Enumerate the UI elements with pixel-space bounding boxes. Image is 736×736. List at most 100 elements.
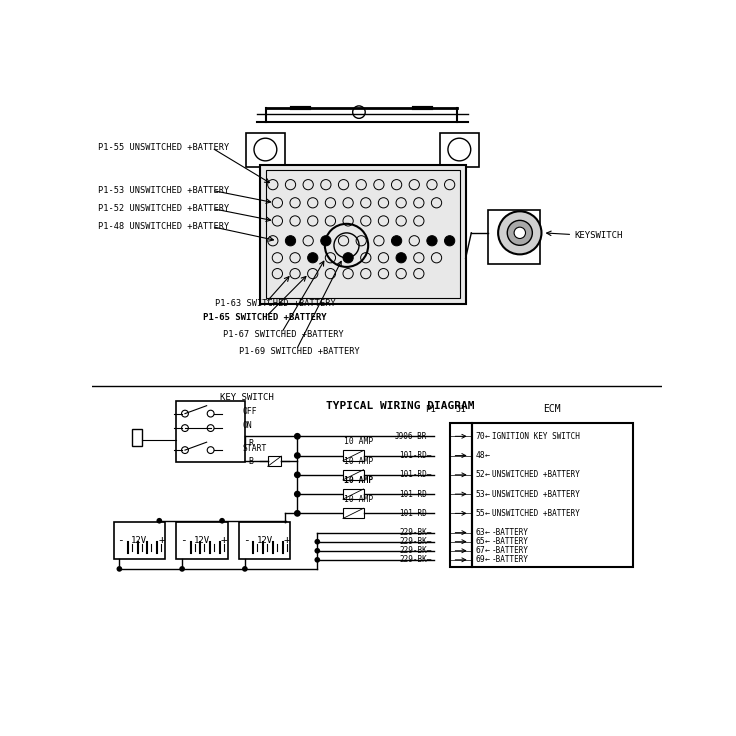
- Text: -: -: [243, 535, 250, 545]
- Text: 12V: 12V: [131, 536, 147, 545]
- Circle shape: [294, 510, 301, 517]
- Text: ON: ON: [242, 421, 252, 430]
- Text: P1: P1: [425, 406, 436, 414]
- Text: 229-BK—: 229-BK—: [399, 546, 431, 555]
- Text: ←: ←: [484, 489, 489, 498]
- Circle shape: [180, 566, 185, 572]
- Bar: [246, 132, 285, 166]
- Text: ←: ←: [484, 509, 489, 518]
- Text: J906-BR—: J906-BR—: [394, 432, 431, 441]
- Text: -BATTERY: -BATTERY: [492, 546, 529, 555]
- Circle shape: [507, 220, 532, 245]
- Bar: [261, 165, 466, 304]
- Bar: [343, 470, 364, 480]
- Circle shape: [396, 252, 406, 263]
- Circle shape: [157, 518, 162, 523]
- Text: 70: 70: [475, 432, 485, 441]
- Circle shape: [392, 236, 402, 246]
- Text: ←: ←: [484, 432, 489, 441]
- Bar: [177, 522, 227, 559]
- Text: 229-BK—: 229-BK—: [399, 537, 431, 546]
- Circle shape: [314, 557, 320, 562]
- Text: 10 AMP: 10 AMP: [344, 437, 374, 447]
- Text: ECM: ECM: [543, 405, 561, 414]
- Text: 48: 48: [475, 451, 485, 460]
- Text: UNSWITCHED +BATTERY: UNSWITCHED +BATTERY: [492, 470, 580, 479]
- Text: UNSWITCHED +BATTERY: UNSWITCHED +BATTERY: [492, 489, 580, 498]
- Circle shape: [294, 452, 301, 459]
- Circle shape: [308, 252, 318, 263]
- Circle shape: [445, 236, 455, 246]
- Text: -BATTERY: -BATTERY: [492, 528, 529, 537]
- Text: P1-53 UNSWITCHED +BATTERY: P1-53 UNSWITCHED +BATTERY: [98, 185, 229, 195]
- Text: ←: ←: [484, 451, 489, 460]
- Text: 101-RD—: 101-RD—: [399, 489, 431, 498]
- Bar: [440, 132, 478, 166]
- Text: ←: ←: [484, 556, 489, 565]
- Circle shape: [314, 548, 320, 553]
- Text: 69: 69: [475, 556, 485, 565]
- Text: P1-65 SWITCHED +BATTERY: P1-65 SWITCHED +BATTERY: [203, 314, 327, 322]
- Text: 53: 53: [475, 489, 485, 498]
- Text: R: R: [248, 439, 253, 447]
- Circle shape: [314, 539, 320, 545]
- Text: OFF: OFF: [242, 407, 257, 416]
- Text: KEY SWITCH: KEY SWITCH: [220, 393, 274, 402]
- Circle shape: [498, 211, 542, 255]
- Text: ←: ←: [484, 546, 489, 555]
- Text: TYPICAL WIRING DIAGRAM: TYPICAL WIRING DIAGRAM: [326, 400, 474, 411]
- Text: 67: 67: [475, 546, 485, 555]
- Text: ←: ←: [484, 470, 489, 479]
- Circle shape: [427, 236, 437, 246]
- Text: 55: 55: [475, 509, 485, 518]
- Text: P1-63 SWITCHED +BATTERY: P1-63 SWITCHED +BATTERY: [215, 299, 336, 308]
- Text: -BATTERY: -BATTERY: [492, 537, 529, 546]
- Text: B: B: [248, 457, 253, 466]
- Bar: [343, 450, 364, 461]
- Circle shape: [116, 566, 122, 572]
- Text: 10 AMP: 10 AMP: [344, 495, 374, 504]
- Circle shape: [294, 472, 301, 478]
- Circle shape: [514, 227, 526, 238]
- Circle shape: [343, 252, 353, 263]
- Bar: [132, 430, 142, 447]
- Circle shape: [286, 236, 296, 246]
- Bar: [177, 401, 245, 462]
- Text: J1: J1: [456, 406, 467, 414]
- Text: -: -: [180, 535, 187, 545]
- Text: +: +: [283, 535, 291, 545]
- Text: IGNITION KEY SWITCH: IGNITION KEY SWITCH: [492, 432, 580, 441]
- Text: P1-55 UNSWITCHED +BATTERY: P1-55 UNSWITCHED +BATTERY: [98, 144, 229, 152]
- Text: 52: 52: [475, 470, 485, 479]
- Text: 101-RD—: 101-RD—: [399, 470, 431, 479]
- Bar: [489, 210, 539, 264]
- Circle shape: [294, 433, 301, 439]
- Text: P1-67 SWITCHED +BATTERY: P1-67 SWITCHED +BATTERY: [223, 330, 344, 339]
- Bar: [266, 171, 460, 298]
- Text: 12V: 12V: [194, 536, 210, 545]
- Text: +: +: [221, 535, 227, 545]
- Text: P1-69 SWITCHED +BATTERY: P1-69 SWITCHED +BATTERY: [239, 347, 360, 355]
- Text: KEYSWITCH: KEYSWITCH: [574, 231, 623, 240]
- Text: 12V: 12V: [257, 536, 273, 545]
- Text: -: -: [117, 535, 124, 545]
- Text: 101-RD—: 101-RD—: [399, 509, 431, 518]
- Text: 63: 63: [475, 528, 485, 537]
- Circle shape: [219, 518, 225, 523]
- Circle shape: [294, 491, 301, 498]
- Text: ←: ←: [484, 528, 489, 537]
- Text: -BATTERY: -BATTERY: [492, 556, 529, 565]
- Bar: [343, 509, 364, 518]
- Text: 10 AMP: 10 AMP: [344, 476, 374, 485]
- Text: +: +: [158, 535, 165, 545]
- Text: P1-48 UNSWITCHED +BATTERY: P1-48 UNSWITCHED +BATTERY: [98, 222, 229, 231]
- Bar: [450, 422, 472, 567]
- Text: 10 AMP: 10 AMP: [344, 457, 374, 466]
- Circle shape: [242, 566, 248, 572]
- Bar: [268, 456, 281, 467]
- Text: START: START: [242, 445, 266, 453]
- Text: ←: ←: [484, 537, 489, 546]
- Text: 101-RD—: 101-RD—: [399, 451, 431, 460]
- Text: P1-52 UNSWITCHED +BATTERY: P1-52 UNSWITCHED +BATTERY: [98, 204, 229, 213]
- Bar: [113, 522, 165, 559]
